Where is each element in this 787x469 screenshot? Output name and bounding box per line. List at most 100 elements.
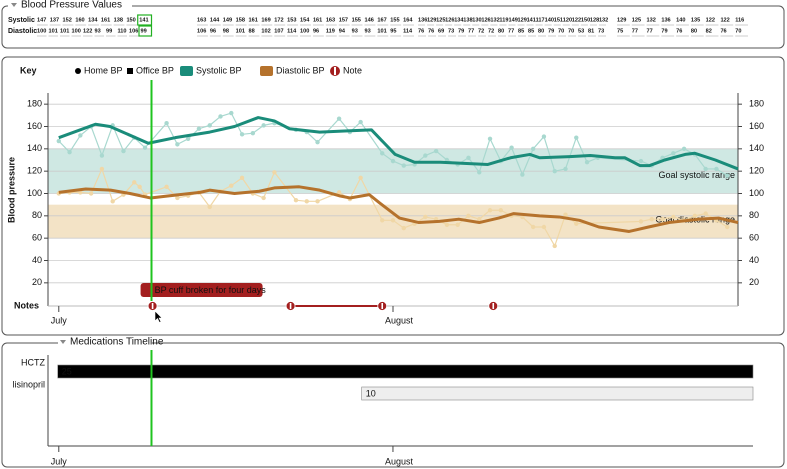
bp-value: 99 <box>106 28 112 34</box>
home-reading <box>110 199 115 204</box>
bp-value: 93 <box>352 28 358 34</box>
bp-value: 98 <box>223 28 229 34</box>
home-reading <box>509 145 514 150</box>
home-reading <box>487 208 493 213</box>
bp-value: 76 <box>428 28 434 34</box>
home-reading <box>358 175 363 181</box>
key-square <box>127 68 133 74</box>
bp-value: 85 <box>528 28 534 34</box>
selected-box <box>138 25 153 37</box>
bp-value: 160 <box>75 17 84 23</box>
notes-label: Notes <box>14 300 39 310</box>
bp-value: 100 <box>37 28 46 34</box>
home-reading <box>390 218 396 223</box>
bp-value: 138 <box>114 17 123 23</box>
key-dot <box>75 68 81 74</box>
home-reading <box>336 116 342 121</box>
bp-value: 101 <box>236 28 245 34</box>
y-tick-label: 180 <box>749 99 764 109</box>
home-reading <box>88 191 94 196</box>
note-icon <box>381 303 384 309</box>
home-reading <box>466 155 471 160</box>
bp-value: 125 <box>632 17 641 23</box>
bp-value: 129 <box>518 17 527 23</box>
bp-value: 138 <box>463 17 472 23</box>
home-reading <box>229 110 234 116</box>
bp-value: 141 <box>139 17 148 23</box>
home-reading <box>649 216 654 222</box>
home-reading <box>703 211 708 216</box>
home-reading <box>552 168 557 174</box>
bp-value: 117 <box>536 17 545 23</box>
bp-value: 82 <box>706 28 712 34</box>
bp-value: 114 <box>287 28 297 34</box>
bp-value: 79 <box>661 28 667 34</box>
bp-value: 134 <box>88 17 98 23</box>
home-reading <box>175 195 180 201</box>
home-reading <box>401 163 406 168</box>
home-reading <box>185 136 191 141</box>
home-reading <box>164 120 169 126</box>
y-axis-label: Blood pressure <box>6 157 16 223</box>
home-reading <box>336 190 342 195</box>
bp-value: 80 <box>538 28 544 34</box>
bp-value: 77 <box>647 28 653 34</box>
row-label: Diastolic <box>8 28 37 35</box>
home-reading <box>315 139 320 145</box>
bp-value: 172 <box>274 17 283 23</box>
bp-value: 72 <box>478 28 484 34</box>
home-reading <box>239 175 245 181</box>
bp-value: 100 <box>300 28 309 34</box>
bp-value: 153 <box>287 17 296 23</box>
y-tick-label: 20 <box>32 277 42 287</box>
home-reading <box>487 136 493 141</box>
home-reading <box>433 148 439 154</box>
bp-value: 88 <box>249 28 255 34</box>
bp-value: 93 <box>95 28 101 34</box>
home-reading <box>358 119 363 125</box>
bp-value: 161 <box>313 17 322 23</box>
med-name: lisinopril <box>12 379 45 389</box>
home-reading <box>380 151 385 156</box>
medications-panel <box>1 342 785 468</box>
home-reading <box>703 166 708 172</box>
bp-value: 85 <box>518 28 524 34</box>
bp-value: 132 <box>599 17 608 23</box>
bp-value: 76 <box>676 28 682 34</box>
bp-value: 136 <box>661 17 670 23</box>
collapse-icon[interactable] <box>60 340 66 344</box>
bp-value: 126 <box>445 17 454 23</box>
bp-value: 119 <box>499 17 508 23</box>
bp-value: 119 <box>326 28 335 34</box>
bp-value: 155 <box>390 17 399 23</box>
home-reading <box>380 218 385 223</box>
bp-value: 70 <box>558 28 564 34</box>
row-label: Systolic <box>8 17 35 24</box>
home-reading <box>196 126 202 131</box>
bp-value: 129 <box>427 17 436 23</box>
note-icon <box>492 303 495 309</box>
bp-value: 70 <box>568 28 574 34</box>
mouse-pointer <box>154 310 163 323</box>
band-label: Goal systolic range <box>658 170 735 180</box>
bp-value: 149 <box>508 17 517 23</box>
bp-value: 53 <box>578 28 584 34</box>
med-dose: 10 <box>366 388 376 398</box>
key-swatch <box>260 66 273 76</box>
bp-value: 137 <box>50 17 59 23</box>
home-reading <box>207 204 212 210</box>
home-reading <box>671 151 676 156</box>
collapse-icon[interactable] <box>11 3 17 7</box>
bp-value: 154 <box>300 17 310 23</box>
bp-value: 155 <box>352 17 361 23</box>
bp-value: 122 <box>720 17 729 23</box>
y-tick-label: 120 <box>749 166 764 176</box>
chart-panel <box>1 56 785 336</box>
home-reading <box>132 180 137 185</box>
bp-value: 122 <box>706 17 715 23</box>
home-reading <box>638 158 644 164</box>
bp-value: 136 <box>418 17 427 23</box>
bp-value: 77 <box>508 28 514 34</box>
bp-value: 150 <box>581 17 590 23</box>
